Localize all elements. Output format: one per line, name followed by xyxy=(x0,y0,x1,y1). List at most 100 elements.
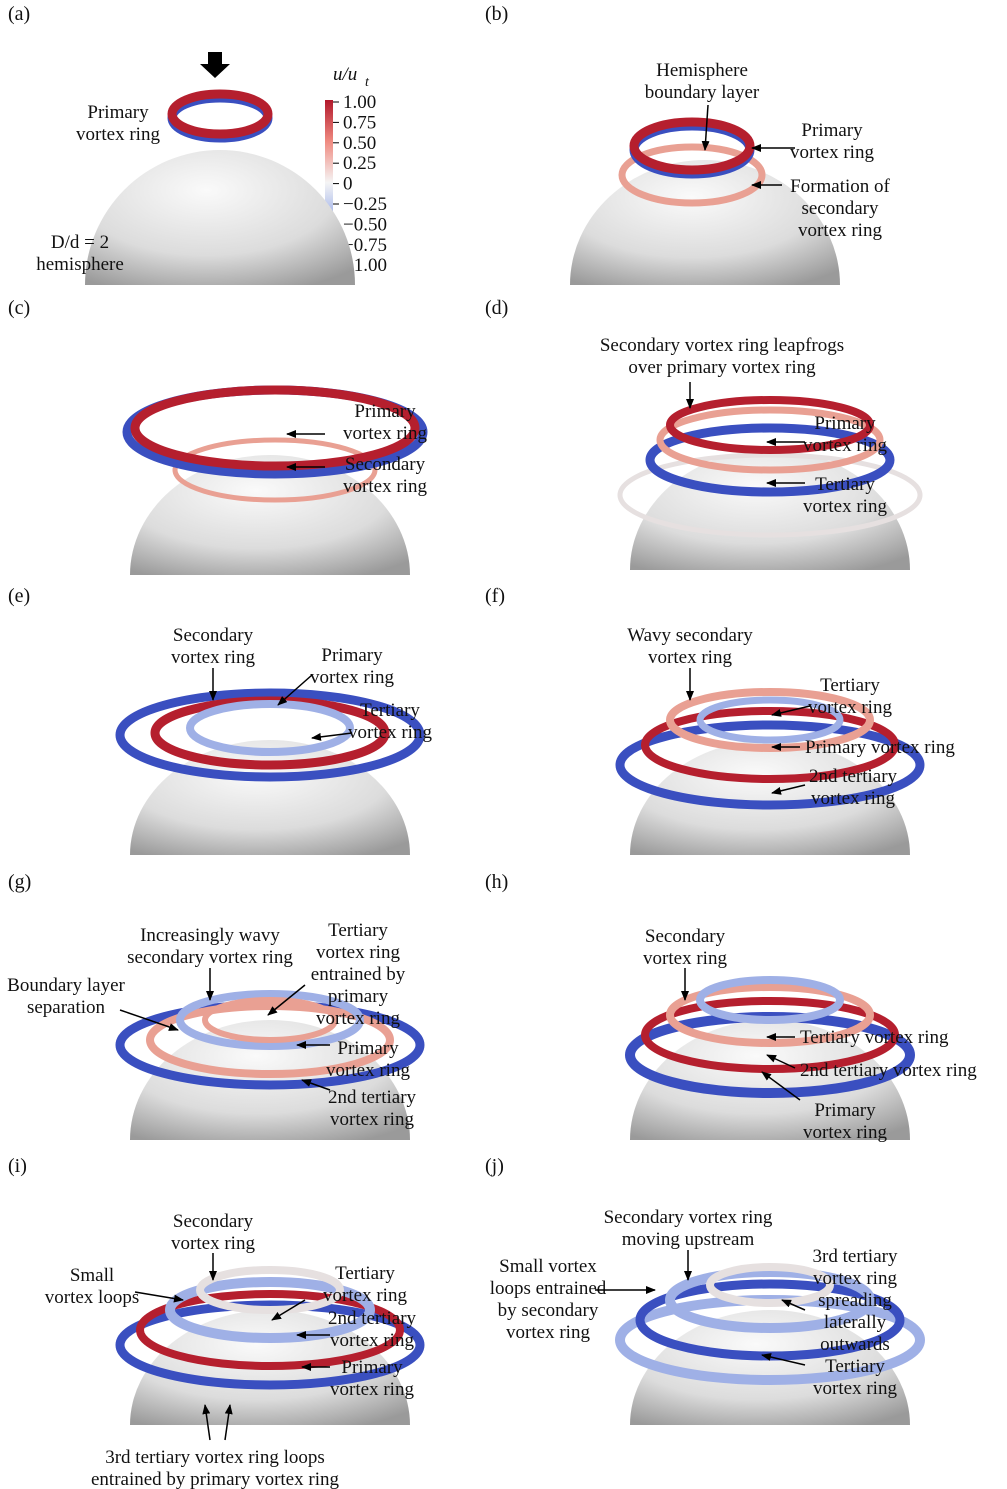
panel-label: (f) xyxy=(485,585,505,607)
annotation: vortex ring xyxy=(790,142,874,163)
annotation: vortex ring xyxy=(316,942,400,963)
annotation: vortex ring xyxy=(643,948,727,969)
annotation: vortex ring xyxy=(803,496,887,517)
annotation: Wavy secondary xyxy=(627,625,753,646)
annotation: 2nd tertiary xyxy=(328,1087,417,1108)
annotation: Small vortex xyxy=(499,1256,597,1277)
annotation: vortex ring xyxy=(330,1330,414,1351)
annotation: Primary xyxy=(87,102,149,123)
annotation: Secondary vortex ring leapfrogs xyxy=(600,335,844,356)
hemisphere xyxy=(85,150,355,285)
annotation: 2nd tertiary xyxy=(809,766,898,787)
annotation: moving upstream xyxy=(622,1229,755,1250)
annotation: vortex ring xyxy=(798,220,882,241)
annotation: Small xyxy=(70,1265,114,1286)
annotation: vortex ring xyxy=(326,1060,410,1081)
annotation: vortex ring xyxy=(348,722,432,743)
annotation: Secondary vortex ring xyxy=(604,1207,773,1228)
annotation: Primary xyxy=(321,645,383,666)
panel-label: (h) xyxy=(485,871,508,893)
annotation: over primary vortex ring xyxy=(628,357,816,378)
annotation: vortex ring xyxy=(171,1233,255,1254)
hemisphere xyxy=(130,740,410,855)
figure: u/u t 1.000.750.500.250−0.25−0.50−0.75−1… xyxy=(0,0,1007,1489)
annotation: D/d = 2 xyxy=(51,232,109,253)
annotation: vortex ring xyxy=(813,1378,897,1399)
annotation: Increasingly wavy xyxy=(140,925,280,946)
annotation: Tertiary xyxy=(825,1356,885,1377)
annotation: Primary xyxy=(814,1100,876,1121)
annotation: Primary xyxy=(337,1038,399,1059)
annotation: vortex ring xyxy=(813,1268,897,1289)
annotation: Tertiary vortex ring xyxy=(800,1027,949,1048)
annotation: spreading xyxy=(818,1290,892,1311)
annotation: Tertiary xyxy=(820,675,880,696)
panel-label: (a) xyxy=(8,3,30,25)
annotation: vortex ring xyxy=(310,667,394,688)
annotation: Tertiary xyxy=(328,920,388,941)
annotation: Secondary xyxy=(645,926,726,947)
annotation: vortex ring xyxy=(171,647,255,668)
colorbar-tick-label: 0.25 xyxy=(343,153,376,174)
annotation: outwards xyxy=(820,1334,890,1355)
annotation: 3rd tertiary vortex ring loops xyxy=(105,1447,325,1468)
annotation: vortex ring xyxy=(811,788,895,809)
annotation: vortex ring xyxy=(648,647,732,668)
panel-label: (e) xyxy=(8,585,30,607)
annotation: Primary xyxy=(801,120,863,141)
annotation: vortex ring xyxy=(808,697,892,718)
annotation: entrained by xyxy=(311,964,406,985)
panel-label: (g) xyxy=(8,871,31,893)
colorbar-tick-label: −0.25 xyxy=(343,194,387,215)
colorbar-title: u/u xyxy=(333,64,357,85)
annotation: Secondary xyxy=(173,625,254,646)
annotation: vortex ring xyxy=(330,1109,414,1130)
panel-label: (c) xyxy=(8,297,30,319)
annotation: Formation of xyxy=(790,176,890,197)
colorbar-tick-label: 0.75 xyxy=(343,112,376,133)
annotation: 2nd tertiary xyxy=(328,1308,417,1329)
annotation: vortex ring xyxy=(76,124,160,145)
panel-label: (b) xyxy=(485,3,508,25)
annotation: by secondary xyxy=(498,1300,599,1321)
colorbar-tick-label: −0.50 xyxy=(343,214,387,235)
annotation: secondary vortex ring xyxy=(127,947,293,968)
annotation: loops entrained xyxy=(490,1278,607,1299)
panel-label: (d) xyxy=(485,297,508,319)
panel-label: (j) xyxy=(485,1155,504,1177)
annotation: Tertiary xyxy=(815,474,875,495)
annotation: hemisphere xyxy=(36,254,124,275)
annotation: 3rd tertiary xyxy=(813,1246,898,1267)
annotation: 2nd tertiary vortex ring xyxy=(800,1060,977,1081)
colorbar-tick-label: 1.00 xyxy=(343,92,376,113)
annotation: Tertiary xyxy=(335,1263,395,1284)
flow-arrow xyxy=(200,52,230,78)
annotation: vortex ring xyxy=(506,1322,590,1343)
annotation: secondary xyxy=(801,198,879,219)
annotation: vortex ring xyxy=(330,1379,414,1400)
annotation: Primary vortex ring xyxy=(805,737,955,758)
annotation: separation xyxy=(27,997,106,1018)
colorbar-tick-label: 0 xyxy=(343,174,353,195)
annotation: vortex ring xyxy=(323,1285,407,1306)
annotation: primary xyxy=(328,986,389,1007)
annotation: Hemisphere xyxy=(656,60,748,81)
annotation: Boundary layer xyxy=(7,975,125,996)
annotation: vortex ring xyxy=(343,423,427,444)
annotation: vortex loops xyxy=(45,1287,139,1308)
annotation: vortex ring xyxy=(803,1122,887,1143)
colorbar-title-sub: t xyxy=(365,75,370,90)
annotation: vortex ring xyxy=(343,476,427,497)
annotation: Secondary xyxy=(173,1211,254,1232)
annotation: Tertiary xyxy=(360,700,420,721)
annotation: Primary xyxy=(814,413,876,434)
annotation: Secondary xyxy=(345,454,426,475)
annotation: Primary xyxy=(341,1357,403,1378)
annotation: entrained by primary vortex ring xyxy=(91,1469,339,1489)
panel-label: (i) xyxy=(8,1155,27,1177)
annotation: boundary layer xyxy=(645,82,760,103)
annotation: vortex ring xyxy=(803,435,887,456)
annotation: Primary xyxy=(354,401,416,422)
colorbar-tick-label: 0.50 xyxy=(343,133,376,154)
annotation: laterally xyxy=(824,1312,887,1333)
